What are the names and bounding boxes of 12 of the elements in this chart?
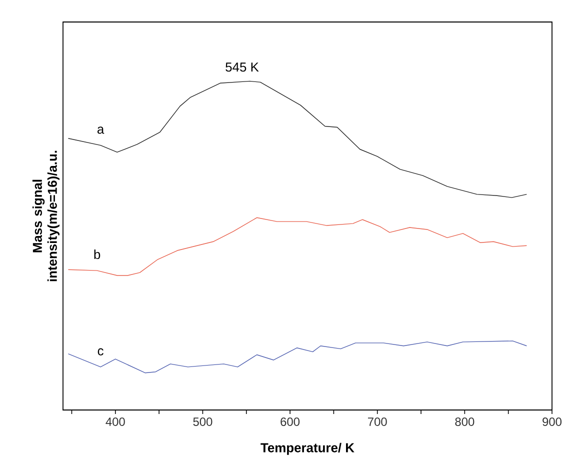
y-axis-title: Mass signal intensity(m/e=16)/a.u. <box>32 150 60 282</box>
series-label: c <box>98 348 104 356</box>
x-tick-label: 400 <box>106 418 125 426</box>
series-label: b <box>94 250 100 260</box>
x-tick-label: 900 <box>542 418 562 426</box>
x-axis-title: Temperature/ K <box>260 442 354 455</box>
x-tick-label: 700 <box>368 418 387 426</box>
annotation: 545 K <box>226 62 259 72</box>
x-tick-label: 500 <box>193 418 212 426</box>
series-label: a <box>97 126 104 134</box>
x-tick-label: 800 <box>455 418 474 426</box>
x-tick-label: 600 <box>280 418 300 426</box>
